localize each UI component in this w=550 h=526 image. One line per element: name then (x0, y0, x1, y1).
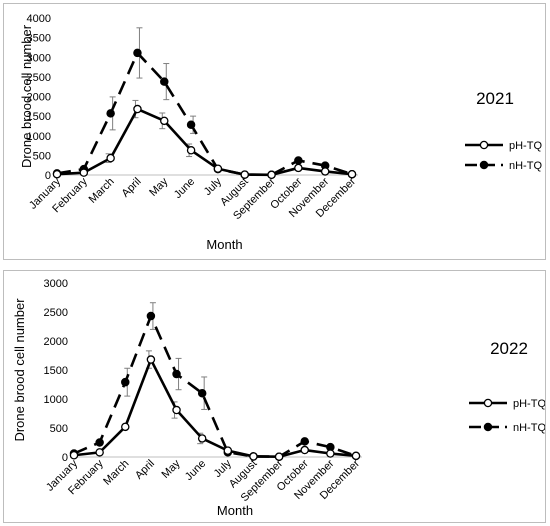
data-point-nH-TQ (146, 311, 156, 321)
legend-label: pH-TQ (513, 398, 545, 410)
x-tick-label: April (133, 458, 157, 482)
y-tick-label: 1500 (27, 111, 51, 123)
x-tick-label: May (159, 457, 183, 481)
data-point-pH-TQ (146, 355, 156, 364)
y-tick-label: 1500 (44, 365, 68, 377)
y-tick-label: 2000 (44, 336, 68, 348)
chart-2022: 050010001500200025003000JanuaryFebruaryM… (12, 278, 545, 518)
chart-panel-2022: 0 500 1000 1500 2000 2500 3000 January February M… (3, 270, 546, 523)
y-tick-label: 1000 (27, 131, 51, 143)
y-tick-label: 2500 (44, 307, 68, 319)
y-tick-label: 500 (33, 150, 51, 162)
x-tick-label: June (172, 176, 197, 201)
data-point-pH-TQ (106, 153, 115, 163)
legend-marker-nH-TQ (479, 160, 489, 170)
x-tick-label: April (120, 176, 144, 200)
chart-title: 2021 (476, 89, 514, 108)
data-point-pH-TQ (347, 169, 357, 179)
y-tick-label: 500 (50, 423, 68, 435)
data-point-nH-TQ (106, 109, 115, 118)
data-point-pH-TQ (133, 104, 142, 114)
data-point-pH-TQ (294, 163, 303, 173)
data-point-nH-TQ (160, 77, 169, 86)
data-point-nH-TQ (133, 48, 142, 58)
data-point-pH-TQ (320, 167, 330, 176)
data-point-pH-TQ (52, 169, 62, 179)
legend-label: pH-TQ (509, 140, 542, 152)
legend-label: nH-TQ (513, 422, 545, 434)
x-tick-label: May (147, 175, 171, 199)
x-axis-title: Month (217, 503, 253, 518)
y-tick-label: 0 (62, 452, 68, 464)
data-point-nH-TQ (294, 156, 303, 165)
data-point-nH-TQ (300, 437, 309, 446)
chart-panel-2021: 0 500 1000 1500 2000 2500 3000 3500 4000 January F… (3, 3, 546, 260)
data-point-pH-TQ (267, 170, 276, 180)
series-line-nH-TQ (73, 314, 357, 459)
legend-marker-pH-TQ (479, 140, 489, 150)
y-axis-title: Drone brood cell number (19, 24, 34, 168)
data-point-pH-TQ (300, 445, 309, 455)
data-point-pH-TQ (326, 449, 335, 458)
x-tick-label: March (87, 176, 117, 206)
data-point-pH-TQ (249, 452, 258, 461)
data-point-pH-TQ (186, 146, 196, 155)
y-tick-label: 0 (45, 170, 51, 182)
data-point-pH-TQ (160, 116, 169, 126)
chart-title: 2022 (490, 339, 528, 358)
y-tick-label: 2500 (27, 72, 51, 84)
data-point-pH-TQ (351, 451, 361, 461)
y-tick-label: 3000 (44, 278, 68, 290)
y-tick-label: 2000 (27, 92, 51, 104)
data-point-nH-TQ (186, 120, 196, 130)
data-point-nH-TQ (172, 369, 181, 379)
x-tick-label: March (101, 458, 131, 488)
y-tick-label: 1000 (44, 394, 68, 406)
y-axis-title: Drone brood cell number (12, 298, 27, 442)
data-point-pH-TQ (223, 446, 233, 455)
data-point-nH-TQ (121, 377, 130, 387)
data-point-pH-TQ (197, 434, 207, 443)
x-tick-label: June (183, 458, 208, 483)
data-point-pH-TQ (240, 170, 249, 179)
y-tick-label: 3000 (27, 52, 51, 64)
data-point-pH-TQ (213, 164, 223, 173)
data-point-pH-TQ (69, 451, 79, 460)
series-line-pH-TQ (73, 358, 357, 459)
chart-2021: 05001000150020002500300035004000JanuaryF… (19, 13, 542, 252)
data-point-nH-TQ (95, 438, 104, 447)
series-line-nH-TQ (56, 51, 353, 177)
y-tick-label: 4000 (27, 13, 51, 25)
legend-marker-nH-TQ (483, 422, 493, 432)
data-point-pH-TQ (95, 448, 104, 457)
x-axis-title: Month (206, 237, 242, 252)
data-point-nH-TQ (197, 388, 207, 398)
y-tick-label: 3500 (27, 33, 51, 45)
legend-marker-pH-TQ (483, 398, 493, 408)
data-point-pH-TQ (79, 168, 89, 177)
x-tick-label: July (202, 175, 225, 198)
data-point-pH-TQ (121, 422, 130, 432)
data-point-pH-TQ (274, 452, 284, 461)
series-line-pH-TQ (56, 107, 353, 177)
legend-label: nH-TQ (509, 160, 542, 172)
data-point-pH-TQ (172, 405, 181, 415)
